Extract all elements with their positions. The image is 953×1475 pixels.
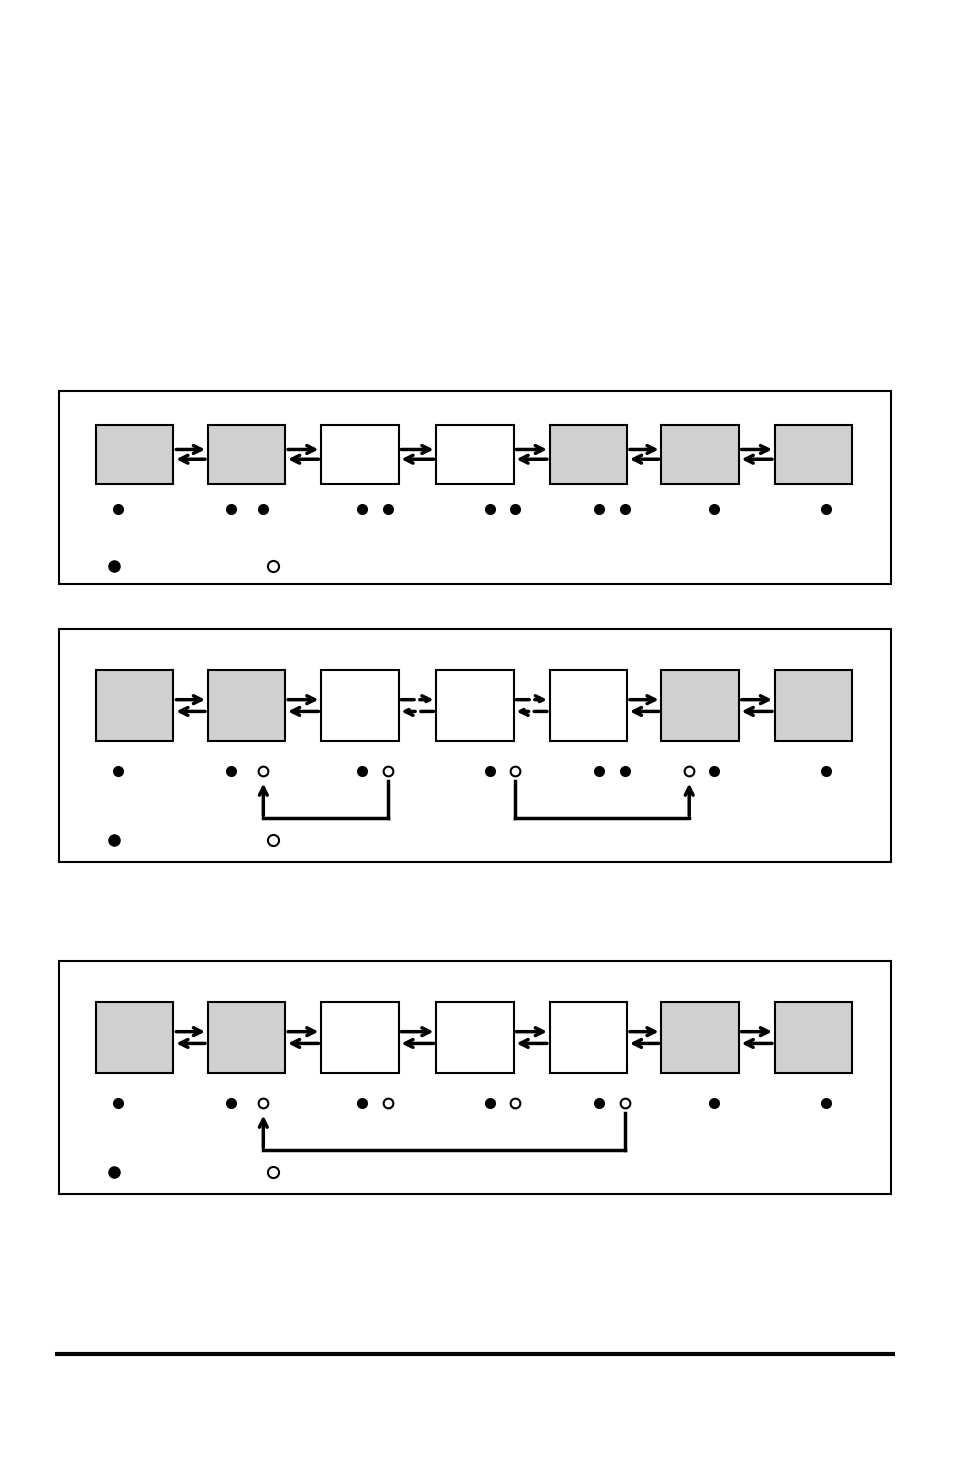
Bar xyxy=(660,425,738,484)
Bar xyxy=(549,425,626,484)
Bar xyxy=(208,670,285,740)
Bar xyxy=(96,425,173,484)
Bar xyxy=(436,670,513,740)
Bar xyxy=(660,1003,738,1072)
Bar xyxy=(774,670,851,740)
Bar xyxy=(321,1003,398,1072)
Bar xyxy=(96,670,173,740)
Bar xyxy=(549,1003,626,1072)
Bar xyxy=(436,425,513,484)
Bar xyxy=(436,1003,513,1072)
Bar xyxy=(549,670,626,740)
Bar xyxy=(660,670,738,740)
Bar xyxy=(96,1003,173,1072)
Bar xyxy=(774,1003,851,1072)
Bar xyxy=(321,425,398,484)
Bar xyxy=(774,425,851,484)
Bar xyxy=(208,1003,285,1072)
Bar xyxy=(321,670,398,740)
Bar xyxy=(208,425,285,484)
